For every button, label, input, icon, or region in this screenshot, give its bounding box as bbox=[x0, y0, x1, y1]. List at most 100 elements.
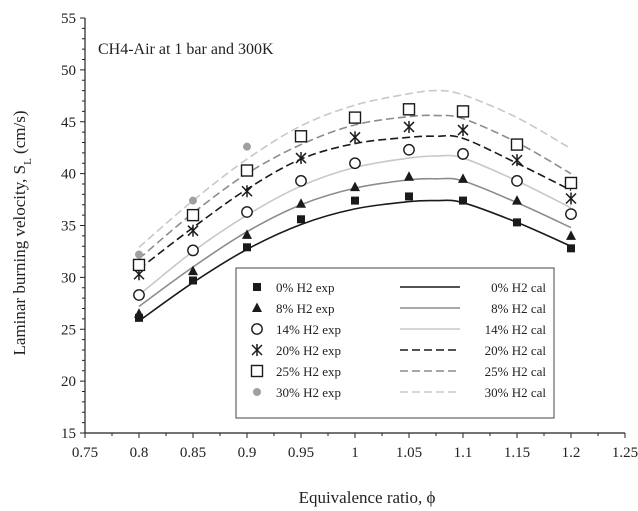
y-axis-title: Laminar burning velocity, SL (cm/s) bbox=[10, 111, 34, 356]
legend: 0% H2 exp 8% H2 exp 14% H2 exp 20% H2 exp 25… bbox=[235, 267, 555, 419]
exp-point-25pct-h2-exp bbox=[348, 111, 362, 124]
exp-point-8pct-h2-exp bbox=[458, 173, 468, 183]
legend-marker-0pct-h2-exp bbox=[253, 283, 261, 291]
y-axis-title-subscript: L bbox=[22, 158, 34, 165]
exp-point-8pct-h2-exp-shape bbox=[458, 173, 468, 183]
exp-point-14pct-h2-exp bbox=[403, 143, 415, 156]
exp-point-0pct-h2-exp bbox=[297, 215, 305, 224]
legend-label-0pct-h2-exp: 0% H2 exp bbox=[276, 280, 335, 295]
x-tick-label: 1.05 bbox=[396, 445, 422, 461]
x-axis-title: Equivalence ratio, ϕ bbox=[299, 488, 436, 507]
exp-point-14pct-h2-exp-shape bbox=[295, 174, 307, 187]
exp-point-14pct-h2-exp-shape bbox=[187, 244, 199, 257]
exp-point-0pct-h2-exp-shape bbox=[513, 218, 521, 227]
legend-marker-30pct-h2-exp bbox=[253, 388, 261, 396]
exp-point-8pct-h2-exp bbox=[188, 265, 198, 276]
exp-point-20pct-h2-exp bbox=[565, 192, 577, 205]
exp-point-8pct-h2-exp-shape bbox=[404, 171, 414, 181]
y-tick-label: 50 bbox=[61, 63, 76, 79]
exp-point-25pct-h2-exp bbox=[294, 130, 308, 143]
exp-point-20pct-h2-exp bbox=[403, 120, 415, 133]
exp-point-25pct-h2-exp-shape bbox=[294, 130, 308, 143]
exp-point-8pct-h2-exp-shape bbox=[512, 195, 522, 205]
x-tick-label: 0.95 bbox=[288, 445, 314, 461]
calculated-lines-group bbox=[138, 89, 572, 322]
exp-point-8pct-h2-exp-shape bbox=[134, 308, 144, 318]
y-tick-label: 55 bbox=[61, 11, 76, 27]
exp-point-25pct-h2-exp-shape bbox=[510, 138, 524, 151]
exp-point-0pct-h2-exp-shape bbox=[135, 313, 143, 322]
exp-point-8pct-h2-exp bbox=[134, 308, 144, 318]
exp-point-25pct-h2-exp bbox=[456, 105, 470, 118]
experimental-markers-group bbox=[132, 103, 578, 322]
exp-point-25pct-h2-exp-shape bbox=[240, 164, 254, 177]
exp-point-8pct-h2-exp-shape bbox=[188, 265, 198, 276]
legend-label-8pct-h2-exp: 8% H2 exp bbox=[276, 301, 335, 316]
exp-point-25pct-h2-exp-shape bbox=[186, 208, 200, 222]
chart-annotation: CH4-Air at 1 bar and 300K bbox=[98, 41, 274, 58]
exp-point-0pct-h2-exp bbox=[513, 218, 521, 227]
exp-point-30pct-h2-exp bbox=[135, 250, 143, 259]
exp-point-25pct-h2-exp-shape bbox=[132, 258, 146, 272]
exp-point-8pct-h2-exp-shape bbox=[242, 229, 252, 239]
exp-point-14pct-h2-exp-shape bbox=[511, 174, 523, 187]
x-tick-label: 1.15 bbox=[504, 445, 530, 461]
exp-point-20pct-h2-exp bbox=[187, 224, 199, 237]
legend-label-8pct-h2-cal: 8% H2 cal bbox=[491, 301, 546, 316]
legend-marker-14pct-h2-exp bbox=[251, 323, 263, 335]
legend-label-20pct-h2-exp: 20% H2 exp bbox=[276, 343, 341, 358]
y-tick-label: 15 bbox=[61, 426, 76, 442]
x-ticks-group: 0.75 0.8 0.85 0.9 0.95 1 1.05 1.1 1.15 1.2 1.25 bbox=[72, 433, 638, 461]
legend-label-30pct-h2-cal: 30% H2 cal bbox=[485, 385, 547, 400]
exp-point-14pct-h2-exp bbox=[241, 206, 253, 218]
exp-point-30pct-h2-exp-shape bbox=[243, 142, 251, 151]
exp-point-14pct-h2-exp bbox=[457, 148, 469, 160]
exp-point-25pct-h2-exp bbox=[240, 164, 254, 177]
exp-point-0pct-h2-exp bbox=[405, 192, 413, 201]
cal-line-14pct-h2-cal bbox=[138, 154, 572, 296]
exp-point-0pct-h2-exp bbox=[351, 196, 359, 205]
exp-point-14pct-h2-exp-shape bbox=[349, 157, 361, 170]
legend-label-30pct-h2-exp: 30% H2 exp bbox=[276, 385, 341, 400]
x-tick-label: 1.1 bbox=[454, 445, 473, 461]
x-tick-label: 0.85 bbox=[180, 445, 206, 461]
cal-line-30pct-h2-cal bbox=[138, 89, 572, 248]
exp-point-25pct-h2-exp bbox=[564, 176, 578, 190]
legend-label-25pct-h2-exp: 25% H2 exp bbox=[276, 364, 341, 379]
exp-point-0pct-h2-exp bbox=[567, 244, 575, 253]
legend-marker-8pct-h2-exp-shape bbox=[252, 302, 262, 312]
x-tick-label: 1 bbox=[351, 445, 359, 461]
y-axis-title-main: Laminar burning velocity, S bbox=[10, 165, 29, 356]
exp-point-0pct-h2-exp-shape bbox=[567, 244, 575, 253]
exp-point-20pct-h2-exp bbox=[457, 124, 469, 137]
cal-line-8pct-h2-cal bbox=[138, 177, 572, 308]
exp-point-20pct-h2-exp bbox=[241, 185, 253, 198]
exp-point-14pct-h2-exp bbox=[511, 174, 523, 187]
legend-marker-14pct-h2-exp-shape bbox=[251, 323, 263, 335]
y-axis-title-unit: (cm/s) bbox=[10, 111, 29, 159]
x-tick-label: 1.25 bbox=[612, 445, 638, 461]
exp-point-14pct-h2-exp-shape bbox=[241, 206, 253, 218]
exp-point-25pct-h2-exp-shape bbox=[348, 111, 362, 124]
y-tick-label: 40 bbox=[61, 167, 76, 183]
exp-point-30pct-h2-exp-shape bbox=[189, 196, 197, 205]
exp-point-14pct-h2-exp bbox=[187, 244, 199, 257]
exp-point-8pct-h2-exp bbox=[404, 171, 414, 181]
exp-point-14pct-h2-exp bbox=[295, 174, 307, 187]
exp-point-25pct-h2-exp bbox=[510, 138, 524, 151]
legend-label-14pct-h2-exp: 14% H2 exp bbox=[276, 322, 341, 337]
exp-point-14pct-h2-exp bbox=[133, 289, 145, 301]
y-tick-label: 45 bbox=[61, 115, 76, 131]
cal-line-20pct-h2-cal bbox=[138, 134, 572, 270]
exp-point-25pct-h2-exp bbox=[132, 258, 146, 272]
exp-point-25pct-h2-exp bbox=[402, 103, 416, 116]
exp-point-8pct-h2-exp-shape bbox=[350, 181, 360, 192]
exp-point-8pct-h2-exp bbox=[512, 195, 522, 205]
x-tick-label: 0.75 bbox=[72, 445, 98, 461]
y-ticks-group: 15 20 25 30 35 40 45 50 55 bbox=[61, 11, 85, 442]
legend-label-0pct-h2-cal: 0% H2 cal bbox=[491, 280, 546, 295]
exp-point-0pct-h2-exp-shape bbox=[351, 196, 359, 205]
legend-marker-0pct-h2-exp-shape bbox=[253, 283, 261, 291]
legend-label-14pct-h2-cal: 14% H2 cal bbox=[485, 322, 547, 337]
